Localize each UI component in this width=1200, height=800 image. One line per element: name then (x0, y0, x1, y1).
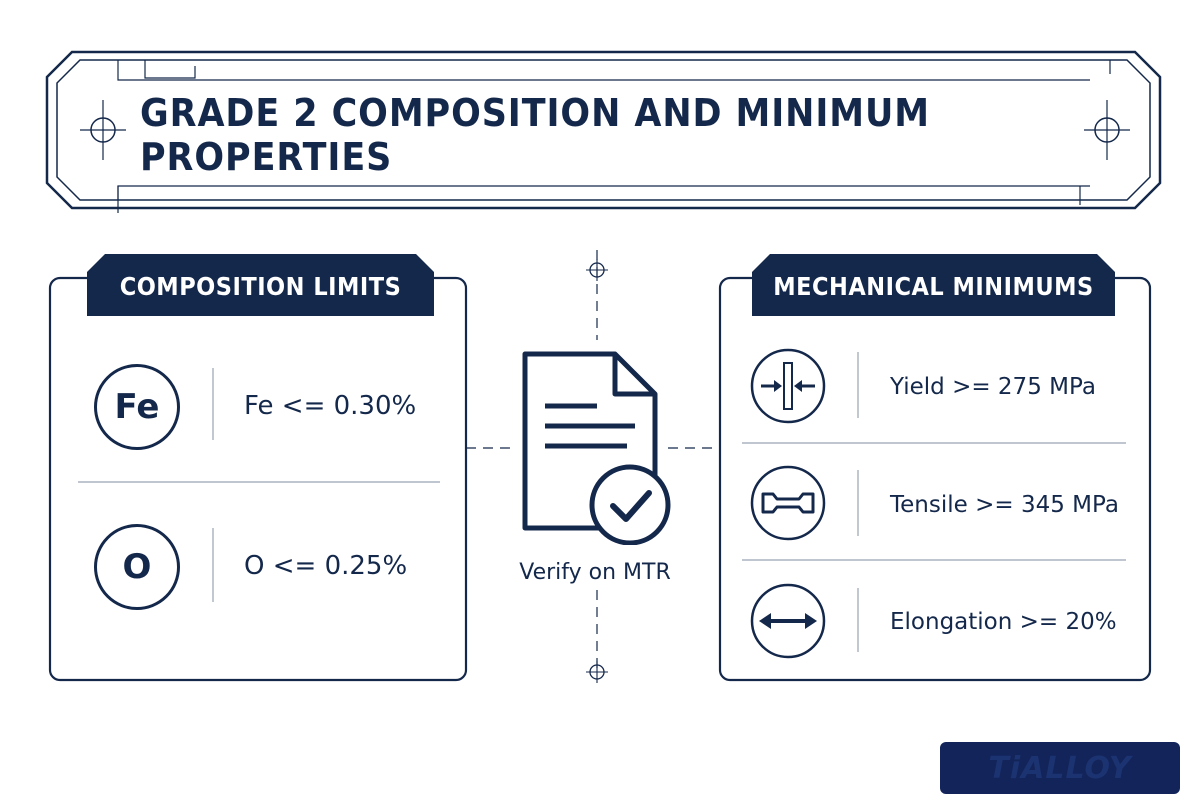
compression-arrows-icon (750, 348, 826, 424)
verify-label: Verify on MTR (519, 560, 671, 585)
iron-element-icon: Fe (94, 364, 180, 450)
tensile-text: Tensile >= 345 MPa (890, 492, 1119, 518)
document-check-icon (522, 351, 671, 545)
oxygen-element-icon: O (94, 524, 180, 610)
mechanical-header-tab (752, 254, 1115, 316)
brand-logo-text: TiALLOY (988, 750, 1132, 786)
elongation-arrow-icon (750, 583, 826, 659)
tensile-specimen-icon (750, 465, 826, 541)
oxygen-limit-text: O <= 0.25% (244, 551, 408, 581)
mechanical-header: MECHANICAL MINIMUMS (773, 271, 1094, 301)
brand-logo: TiALLOY (940, 742, 1180, 794)
yield-text: Yield >= 275 MPa (890, 374, 1096, 400)
page-title: GRADE 2 COMPOSITION AND MINIMUM PROPERTI… (140, 91, 930, 179)
composition-header: COMPOSITION LIMITS (119, 271, 402, 301)
composition-header-tab (87, 254, 434, 316)
elongation-text: Elongation >= 20% (890, 609, 1117, 635)
iron-limit-text: Fe <= 0.30% (244, 391, 417, 421)
